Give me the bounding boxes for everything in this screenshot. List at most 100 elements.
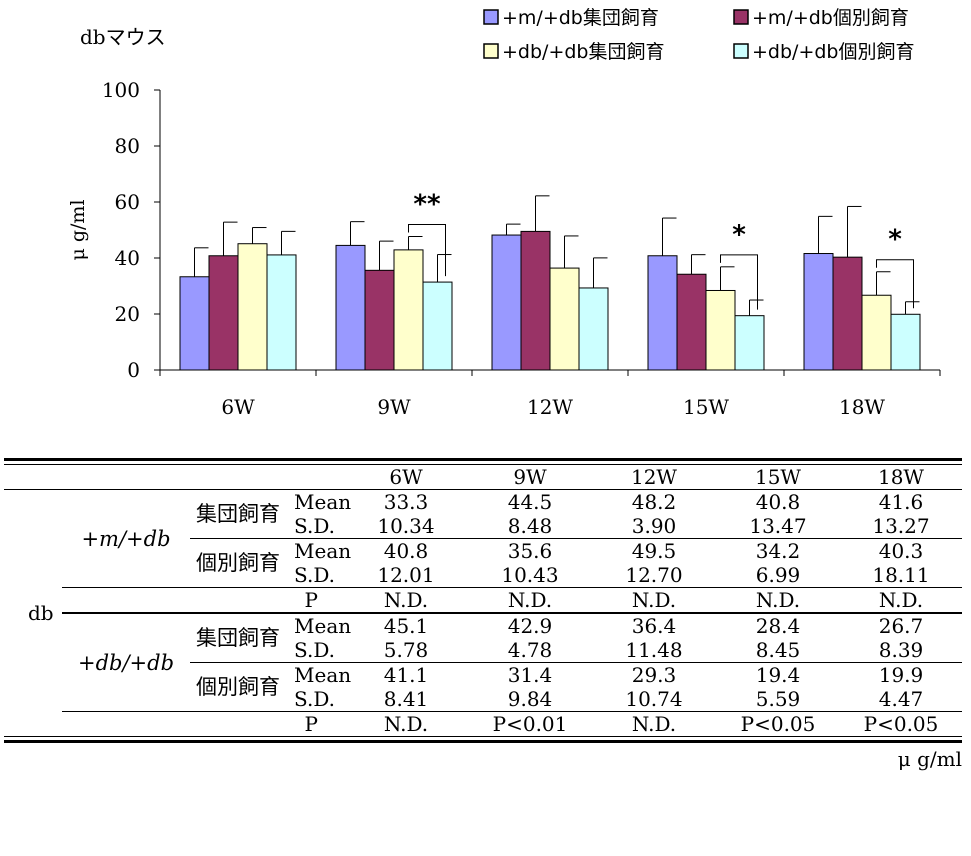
y-axis-label: μ g/ml [67,199,89,260]
mean-value: 41.6 [878,490,924,514]
significance-bracket [876,259,914,309]
table-bottom-rule [4,736,962,743]
p-value: P<0.05 [863,712,939,736]
significance-label: * [732,220,746,250]
sd-value: 4.47 [878,687,924,711]
bar [393,249,424,371]
bar [266,254,297,371]
column-header: 15W [754,465,801,489]
sd-row: S.D. 10.34 8.48 3.90 13.47 13.27 [4,514,962,539]
mean-value: 45.1 [383,614,429,638]
x-tick-label: 6W [221,395,255,419]
sd-value: 8.45 [755,638,801,662]
significance-bracket [408,223,446,277]
bar [237,243,268,371]
sd-value: 13.27 [872,514,930,538]
sd-row: S.D. 5.78 4.78 11.48 8.45 8.39 [4,638,962,663]
sd-value: 18.11 [872,563,930,587]
significance-markers: *** * [408,189,914,310]
significance-label: ** [413,189,441,219]
p-value: P<0.01 [492,712,568,736]
bar [803,253,834,371]
mean-value: 49.5 [631,539,677,563]
sd-value: 8.39 [878,638,924,662]
bar [890,313,921,371]
mean-value: 35.6 [507,539,553,563]
bars [179,230,921,371]
mean-row: 個別飼育 Mean 41.1 31.4 29.3 19.4 19.9 [4,662,962,699]
sd-value: 12.70 [625,563,683,587]
header-blank [4,465,344,490]
legend-swatch [733,43,749,59]
y-tick-label: 100 [102,78,140,102]
mean-value: 42.9 [507,614,553,638]
y-tick-label: 60 [115,190,140,214]
p-blank [62,588,190,614]
bar [335,244,366,371]
sd-value: 13.47 [749,514,807,538]
p-value: N.D. [507,588,553,612]
bar [676,273,707,371]
mean-value: 41.1 [383,663,429,687]
p-value: N.D. [878,588,924,612]
x-axis: 6W 9W 12W 15W 18W [159,369,941,419]
significance-label: * [888,225,902,255]
mean-value: 40.3 [878,539,924,563]
p-value: P<0.05 [740,712,816,736]
sd-value: 10.74 [625,687,683,711]
x-tick-label: 15W [683,395,729,419]
stat-label: S.D. [294,638,336,662]
mean-value: 40.8 [755,490,801,514]
x-tick-label: 12W [527,395,573,419]
bar [578,287,609,371]
bar-chart: dbマウス +m/+db集団飼育 +m/+db個別飼育 +db/+db集団飼育 +db… [67,7,941,419]
p-value: N.D. [631,712,677,736]
bar [734,315,765,371]
significance-bracket [720,254,758,310]
sd-value: 12.01 [377,563,435,587]
bar [491,234,522,371]
mean-value: 19.9 [878,663,924,687]
column-header: 6W [389,465,423,489]
housing-label: 個別飼育 [196,675,280,699]
stat-label: S.D. [294,563,336,587]
p-value: N.D. [755,588,801,612]
table-header-row: 6W 9W 12W 15W 18W [4,465,962,490]
housing-label: 集団飼育 [196,502,280,526]
mean-value: 48.2 [631,490,677,514]
p-value-row: P N.D. P<0.01 N.D. P<0.05 P<0.05 [4,711,962,737]
y-axis: 0 20 40 60 80 100 [102,78,161,382]
housing-label: 集団飼育 [196,626,280,650]
legend-swatch [483,43,499,59]
sd-row: S.D. 8.41 9.84 10.74 5.59 4.47 [4,687,962,712]
chart-legend: +m/+db集団飼育 +m/+db個別飼育 +db/+db集団飼育 +db/+db個別… [483,7,914,63]
statistics-table-container: 6W 9W 12W 15W 18W db +m/+db 集団飼育 Mean 33.3 44.5 48.… [0,458,971,771]
sd-value: 5.59 [755,687,801,711]
housing-label: 個別飼育 [196,551,280,575]
stat-label: S.D. [294,514,336,538]
y-tick-label: 80 [115,134,140,158]
bar [364,269,395,371]
bar [422,281,453,371]
x-tick-label: 18W [839,395,885,419]
bar [647,255,678,371]
column-header: 18W [877,465,924,489]
sd-value: 10.43 [501,563,559,587]
legend-label: +db/+db個別飼育 [752,41,914,63]
y-tick-label: 0 [127,358,140,382]
bar [832,256,863,371]
bar [520,230,551,371]
mean-value: 29.3 [631,663,677,687]
row-group-label: db [28,601,54,625]
unit-label: μ g/ml [897,747,962,771]
p-label: P [304,712,318,736]
sd-value: 9.84 [507,687,553,711]
p-blank [62,712,190,737]
p-value: N.D. [383,588,429,612]
bar [179,276,210,371]
mean-value: 36.4 [631,614,677,638]
stat-label: Mean [294,490,352,514]
sd-value: 10.34 [377,514,435,538]
mean-value: 40.8 [383,539,429,563]
p-value-row: P N.D. N.D. N.D. N.D. N.D. [4,587,962,614]
